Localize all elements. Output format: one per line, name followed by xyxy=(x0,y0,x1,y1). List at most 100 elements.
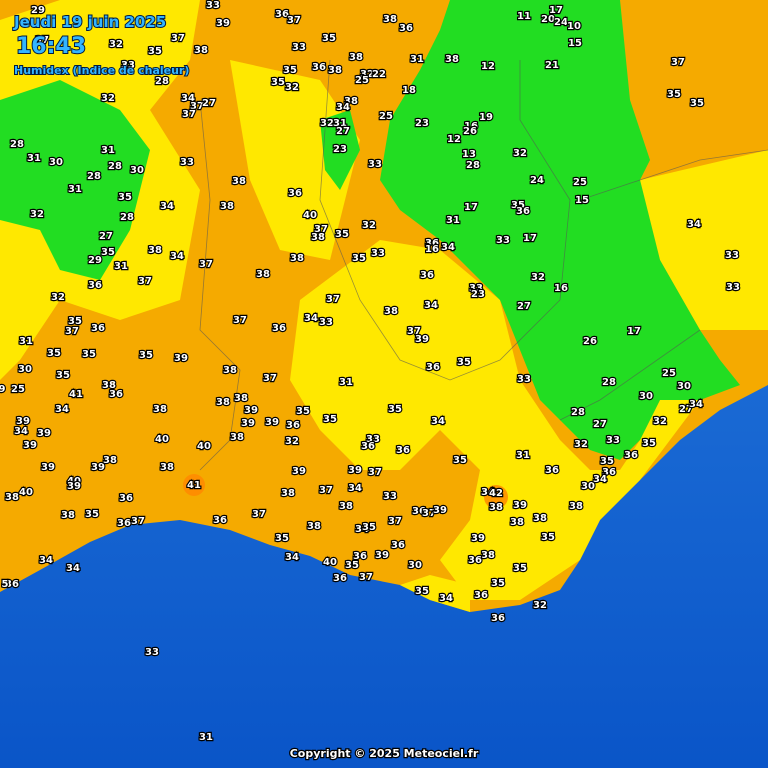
station-value: 39 xyxy=(265,417,279,428)
product: Humidex (Indice de chaleur) xyxy=(14,64,189,77)
station-value: 31 xyxy=(339,377,353,388)
station-value: 34 xyxy=(39,555,53,566)
station-value: 17 xyxy=(627,326,641,337)
station-value: 21 xyxy=(545,60,559,71)
station-value: 40 xyxy=(155,434,169,445)
station-value: 39 xyxy=(513,500,527,511)
station-value: 40 xyxy=(197,441,211,452)
station-value: 34 xyxy=(285,552,299,563)
station-value: 35 xyxy=(47,348,61,359)
station-value: 32 xyxy=(101,93,115,104)
green-zone xyxy=(380,0,740,460)
station-value: 36 xyxy=(272,323,286,334)
station-value: 38 xyxy=(220,201,234,212)
station-value: 23 xyxy=(471,289,485,300)
station-value: 38 xyxy=(307,521,321,532)
station-value: 32 xyxy=(320,118,334,129)
station-value: 34 xyxy=(55,404,69,415)
station-value: 27 xyxy=(336,126,350,137)
station-value: 35 xyxy=(82,349,96,360)
station-value: 33 xyxy=(145,647,159,658)
station-value: 28 xyxy=(602,377,616,388)
station-value: 36 xyxy=(361,441,375,452)
station-value: 36 xyxy=(425,238,439,249)
station-value: 34 xyxy=(336,102,350,113)
station-value: 34 xyxy=(170,251,184,262)
station-value: 35 xyxy=(296,406,310,417)
station-value: 34 xyxy=(441,242,455,253)
station-value: 37 xyxy=(368,467,382,478)
station-value: 38 xyxy=(349,52,363,63)
station-value: 29 xyxy=(31,5,45,16)
station-value: 31 xyxy=(101,145,115,156)
station-value: 38 xyxy=(533,513,547,524)
station-value: 35 xyxy=(148,46,162,57)
station-value: 38 xyxy=(510,517,524,528)
station-value: 28 xyxy=(10,139,24,150)
station-value: 17 xyxy=(523,233,537,244)
station-value: 37 xyxy=(182,109,196,120)
station-value: 34 xyxy=(66,563,80,574)
station-value: 35 xyxy=(335,229,349,240)
station-value: 30 xyxy=(408,560,422,571)
station-value: 30 xyxy=(49,157,63,168)
station-value: 35 xyxy=(453,455,467,466)
station-value: 39 xyxy=(41,462,55,473)
station-value: 37 xyxy=(35,35,49,46)
hot-spots xyxy=(183,474,508,509)
station-value: 35 xyxy=(388,404,402,415)
station-value: 38 xyxy=(103,455,117,466)
station-value: 17 xyxy=(464,202,478,213)
orange-ne xyxy=(620,0,768,160)
station-value: 24 xyxy=(530,175,544,186)
station-value: 33 xyxy=(371,248,385,259)
station-value: 38 xyxy=(232,176,246,187)
station-value: 30 xyxy=(677,381,691,392)
station-value: 35 xyxy=(101,247,115,258)
green-north xyxy=(320,110,360,190)
station-value: 38 xyxy=(256,269,270,280)
station-value: 35 xyxy=(139,350,153,361)
station-value: 32 xyxy=(513,148,527,159)
station-value: 29 xyxy=(88,255,102,266)
station-value: 27 xyxy=(517,301,531,312)
station-value: 32 xyxy=(30,209,44,220)
station-value: 36 xyxy=(312,62,326,73)
station-value: 32 xyxy=(360,69,374,80)
station-value: 36 xyxy=(474,590,488,601)
station-value: 39 xyxy=(415,334,429,345)
station-value: 38 xyxy=(481,550,495,561)
station-value: 37 xyxy=(252,509,266,520)
station-value: 32 xyxy=(533,600,547,611)
station-value: 33 xyxy=(726,282,740,293)
station-value: 38 xyxy=(383,14,397,25)
station-value: 39 xyxy=(241,418,255,429)
station-value: 16 xyxy=(554,283,568,294)
station-value: 31 xyxy=(199,732,213,743)
station-value: 27 xyxy=(593,419,607,430)
station-value: 39 xyxy=(348,465,362,476)
station-value: 38 xyxy=(384,306,398,317)
station-value: 13 xyxy=(462,149,476,160)
station-value: 38 xyxy=(194,45,208,56)
station-value: 33 xyxy=(496,235,510,246)
station-value: 35 xyxy=(541,532,555,543)
station-value: 38 xyxy=(102,380,116,391)
station-value: 28 xyxy=(571,407,585,418)
station-value: 38 xyxy=(311,232,325,243)
station-value: 35 xyxy=(345,560,359,571)
station-value: 39 xyxy=(174,353,188,364)
station-value: 36 xyxy=(119,493,133,504)
station-value: 34 xyxy=(689,399,703,410)
station-value: 38 xyxy=(230,432,244,443)
station-value: 37 xyxy=(314,224,328,235)
station-value: 36 xyxy=(602,467,616,478)
copyright: Copyright © 2025 Meteociel.fr xyxy=(290,747,479,760)
station-value: 35 xyxy=(511,200,525,211)
station-value: 36 xyxy=(91,323,105,334)
station-value: 32 xyxy=(531,272,545,283)
station-value: 31 xyxy=(333,118,347,129)
station-value: 38 xyxy=(153,404,167,415)
station-value: 37 xyxy=(138,276,152,287)
